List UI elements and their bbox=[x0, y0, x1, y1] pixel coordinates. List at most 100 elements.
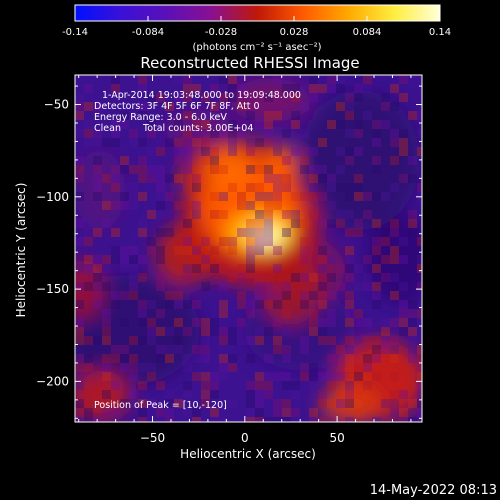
heat-pixel bbox=[372, 120, 381, 129]
heat-pixel bbox=[345, 345, 354, 354]
heat-pixel bbox=[264, 210, 273, 219]
heat-pixel bbox=[255, 210, 264, 219]
heat-pixel bbox=[291, 93, 300, 102]
heat-pixel bbox=[111, 345, 120, 354]
heat-pixel bbox=[354, 147, 363, 156]
footer-date: 14-May-2022 08:13 bbox=[370, 483, 497, 498]
heat-pixel bbox=[381, 237, 390, 246]
heat-pixel bbox=[165, 417, 174, 422]
heat-pixel bbox=[210, 246, 219, 255]
heat-pixel bbox=[84, 363, 93, 372]
heat-pixel bbox=[210, 318, 219, 327]
heat-pixel bbox=[111, 408, 120, 417]
heat-pixel bbox=[327, 381, 336, 390]
colorbar-ticks: -0.14 -0.084 -0.028 0.028 0.084 0.14 bbox=[62, 16, 451, 38]
heat-pixel bbox=[390, 399, 399, 408]
heat-pixel bbox=[246, 291, 255, 300]
heat-pixel bbox=[273, 264, 282, 273]
heat-pixel bbox=[417, 345, 422, 354]
heat-pixel bbox=[237, 327, 246, 336]
heat-pixel bbox=[336, 102, 345, 111]
heat-pixel bbox=[246, 201, 255, 210]
heat-pixel bbox=[219, 75, 228, 84]
heat-pixel bbox=[174, 75, 183, 84]
heat-pixel bbox=[237, 300, 246, 309]
heat-pixel bbox=[273, 174, 282, 183]
heat-pixel bbox=[210, 381, 219, 390]
heat-pixel bbox=[399, 327, 408, 336]
heat-pixel bbox=[381, 93, 390, 102]
heat-pixel bbox=[228, 120, 237, 129]
heat-pixel bbox=[129, 255, 138, 264]
heat-pixel bbox=[138, 165, 147, 174]
heat-pixel bbox=[138, 408, 147, 417]
heat-pixel bbox=[228, 93, 237, 102]
annotation-peak: Position of Peak = [10,-120] bbox=[94, 400, 227, 411]
heat-pixel bbox=[147, 120, 156, 129]
heat-pixel bbox=[408, 336, 417, 345]
heat-pixel bbox=[417, 399, 422, 408]
colorbar-tick-label: 0.084 bbox=[353, 27, 382, 38]
heat-pixel bbox=[381, 345, 390, 354]
heat-pixel bbox=[219, 210, 228, 219]
heat-pixel bbox=[291, 147, 300, 156]
heat-pixel bbox=[93, 129, 102, 138]
heat-pixel bbox=[363, 111, 372, 120]
heat-pixel bbox=[228, 183, 237, 192]
heat-blob bbox=[155, 225, 215, 285]
heat-pixel bbox=[75, 327, 84, 336]
heat-pixel bbox=[129, 264, 138, 273]
heat-pixel bbox=[282, 399, 291, 408]
heat-pixel bbox=[183, 156, 192, 165]
heat-pixel bbox=[201, 255, 210, 264]
y-tick-label: −50 bbox=[44, 98, 69, 112]
heat-pixel bbox=[129, 192, 138, 201]
heat-pixel bbox=[84, 354, 93, 363]
heat-pixel bbox=[372, 417, 381, 422]
heat-pixel bbox=[381, 255, 390, 264]
heat-pixel bbox=[291, 219, 300, 228]
heat-pixel bbox=[174, 156, 183, 165]
heat-pixel bbox=[372, 300, 381, 309]
heat-pixel bbox=[237, 228, 246, 237]
heat-pixel bbox=[156, 210, 165, 219]
heat-pixel bbox=[183, 300, 192, 309]
heat-pixel bbox=[345, 318, 354, 327]
heat-pixel bbox=[246, 309, 255, 318]
heat-pixel bbox=[183, 75, 192, 84]
heat-pixel bbox=[390, 273, 399, 282]
heat-pixel bbox=[147, 147, 156, 156]
heat-pixel bbox=[363, 75, 372, 84]
heat-pixel bbox=[228, 129, 237, 138]
heat-pixel bbox=[255, 228, 264, 237]
heat-pixel bbox=[129, 246, 138, 255]
heat-pixel bbox=[219, 237, 228, 246]
heat-pixel bbox=[75, 174, 84, 183]
heat-pixel bbox=[417, 111, 422, 120]
heat-pixel bbox=[291, 210, 300, 219]
heat-pixel bbox=[246, 138, 255, 147]
heat-pixel bbox=[282, 327, 291, 336]
heat-pixel bbox=[219, 372, 228, 381]
heat-pixel bbox=[237, 291, 246, 300]
heat-pixel bbox=[219, 165, 228, 174]
heat-pixel bbox=[237, 102, 246, 111]
heat-blob bbox=[75, 370, 130, 420]
heat-pixel bbox=[354, 390, 363, 399]
heat-pixel bbox=[345, 156, 354, 165]
heat-pixel bbox=[183, 327, 192, 336]
heat-pixel bbox=[354, 372, 363, 381]
heat-pixel bbox=[219, 300, 228, 309]
heat-pixel bbox=[210, 390, 219, 399]
heat-pixel bbox=[120, 111, 129, 120]
heat-pixel bbox=[246, 354, 255, 363]
heat-pixel bbox=[165, 399, 174, 408]
heat-pixel bbox=[363, 372, 372, 381]
heat-pixel bbox=[327, 318, 336, 327]
heat-pixel bbox=[165, 192, 174, 201]
heat-pixel bbox=[309, 192, 318, 201]
heat-pixel bbox=[111, 84, 120, 93]
heat-pixel bbox=[84, 102, 93, 111]
heat-pixel bbox=[129, 399, 138, 408]
heat-pixel bbox=[372, 129, 381, 138]
